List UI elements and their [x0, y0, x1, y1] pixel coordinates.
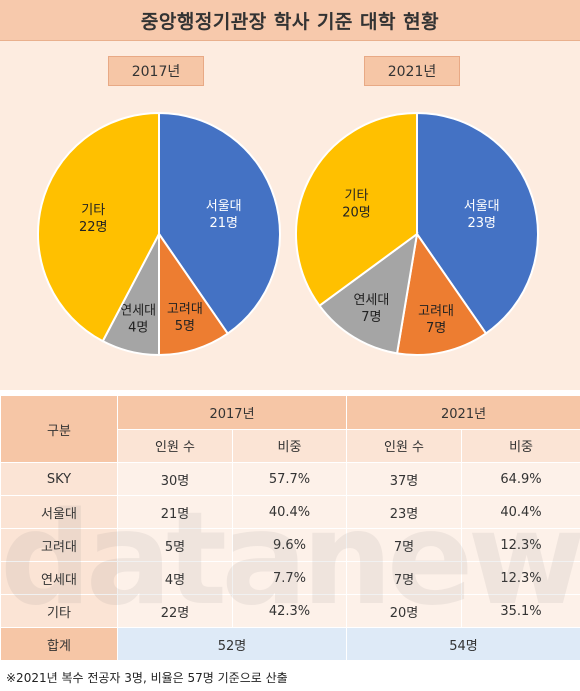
pie-slice-korea: [395, 231, 488, 356]
title-bar: 중앙행정기관장 학사 기준 대학 현황: [0, 0, 580, 41]
slice-value-seoul: 21명: [209, 216, 238, 231]
slice-label-other: 기타: [81, 203, 105, 218]
share-2017: 40.4%: [231, 495, 348, 529]
year-header-2021: 2021년: [346, 395, 580, 430]
slice-value-other: 22명: [79, 220, 108, 235]
count-2017: 30명: [117, 462, 233, 496]
footnote: ※2021년 복수 전공자 3명, 비율은 57명 기준으로 산출: [6, 671, 288, 685]
table-header-row: 구분 2017년 2021년: [0, 395, 580, 463]
pie-slice-yonsei: [318, 231, 419, 355]
row-label: 연세대: [0, 561, 118, 595]
share-2017: 7.7%: [231, 561, 348, 595]
table-row: SKY 30명 57.7% 37명 64.9%: [0, 462, 580, 496]
share-2017: 42.3%: [231, 594, 348, 628]
page-title: 중앙행정기관장 학사 기준 대학 현황: [140, 10, 440, 33]
slice-value-other: 20명: [342, 205, 371, 220]
share-2021: 40.4%: [461, 495, 580, 529]
slice-label-korea: 고려대: [418, 304, 454, 319]
table-row: 서울대 21명 40.4% 23명 40.4%: [0, 495, 580, 529]
subheader-count-2021: 인원 수: [346, 428, 463, 463]
total-2021: 54명: [346, 627, 580, 661]
row-label: 서울대: [0, 495, 118, 529]
count-2017: 4명: [117, 561, 233, 595]
share-2021: 12.3%: [461, 528, 580, 562]
share-2021: 64.9%: [461, 462, 580, 496]
total-2017: 52명: [116, 627, 348, 661]
count-2017: 5명: [117, 528, 233, 562]
pie-slice-other: [37, 111, 160, 343]
pie-2017-title: 2017년: [108, 56, 204, 86]
pie-2021-title: 2021년: [364, 56, 460, 86]
slice-label-yonsei: 연세대: [353, 293, 389, 308]
table-row: 연세대 4명 7.7% 7명 12.3%: [0, 561, 580, 595]
year-header-2017: 2017년: [116, 395, 348, 430]
count-2021: 7명: [346, 561, 463, 595]
slice-label-korea: 고려대: [167, 302, 203, 317]
slice-label-seoul: 서울대: [206, 199, 242, 214]
data-table: 구분 2017년 2021년 인원 수 비중 인원 수 비중 SKY 30명 5…: [0, 395, 580, 661]
subheader-share-2017: 비중: [231, 428, 348, 463]
count-2017: 22명: [117, 594, 233, 628]
pie-slice-seoul: [416, 111, 540, 335]
category-header: 구분: [0, 395, 118, 463]
share-2017: 9.6%: [231, 528, 348, 562]
slice-label-other: 기타: [345, 188, 369, 203]
total-row: 합계 52명 54명: [0, 627, 580, 661]
row-label: 기타: [0, 594, 118, 628]
slice-value-korea: 7명: [426, 321, 446, 336]
share-2021: 35.1%: [461, 594, 580, 628]
slice-label-seoul: 서울대: [464, 199, 500, 214]
slice-value-yonsei: 7명: [361, 310, 381, 325]
count-2021: 7명: [346, 528, 463, 562]
slice-value-seoul: 23명: [467, 216, 496, 231]
slice-value-yonsei: 4명: [128, 321, 148, 336]
share-2021: 12.3%: [461, 561, 580, 595]
row-label: 고려대: [0, 528, 118, 562]
subheader-share-2021: 비중: [461, 428, 580, 463]
slice-value-korea: 5명: [175, 319, 195, 334]
table-row: 고려대 5명 9.6% 7명 12.3%: [0, 528, 580, 562]
total-label: 합계: [0, 627, 118, 661]
subheader-count-2017: 인원 수: [117, 428, 233, 463]
row-label: SKY: [0, 462, 118, 496]
count-2021: 37명: [346, 462, 463, 496]
pie-slice-other: [295, 111, 418, 308]
count-2021: 20명: [346, 594, 463, 628]
pie-slice-seoul: [158, 111, 282, 335]
slice-label-yonsei: 연세대: [120, 304, 156, 319]
count-2021: 23명: [346, 495, 463, 529]
share-2017: 57.7%: [231, 462, 348, 496]
table-row: 기타 22명 42.3% 20명 35.1%: [0, 594, 580, 628]
count-2017: 21명: [117, 495, 233, 529]
